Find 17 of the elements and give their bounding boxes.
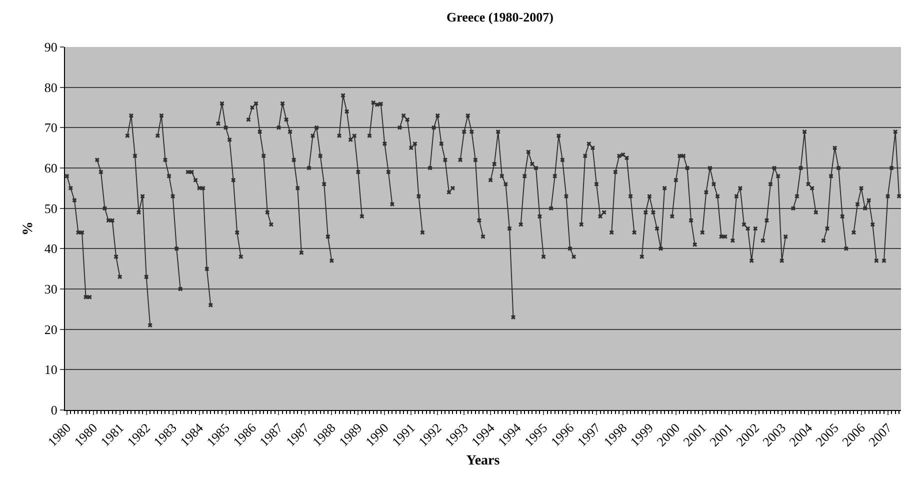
x-axis-title: Years	[466, 454, 500, 468]
y-tick-label: 80	[44, 80, 58, 95]
x-tick-label: 2001	[706, 420, 736, 450]
y-axis-title: %	[21, 222, 36, 236]
y-tick-label: 90	[44, 40, 58, 55]
y-tick-label: 60	[44, 160, 58, 176]
x-tick-label: 1981	[98, 420, 127, 450]
y-tick-label: 30	[44, 282, 58, 297]
y-tick-label: 20	[44, 322, 58, 337]
y-tick-label: 40	[44, 241, 58, 256]
y-tick-label: 70	[44, 120, 58, 136]
x-tick-label: 1991	[388, 420, 418, 450]
y-tick-label: 10	[44, 362, 58, 378]
y-tick-label: 50	[44, 200, 58, 216]
x-tick-label: 2001	[680, 420, 710, 450]
chart-title: Greece (1980-2007)	[446, 9, 554, 24]
y-tick-label: 0	[50, 402, 58, 418]
